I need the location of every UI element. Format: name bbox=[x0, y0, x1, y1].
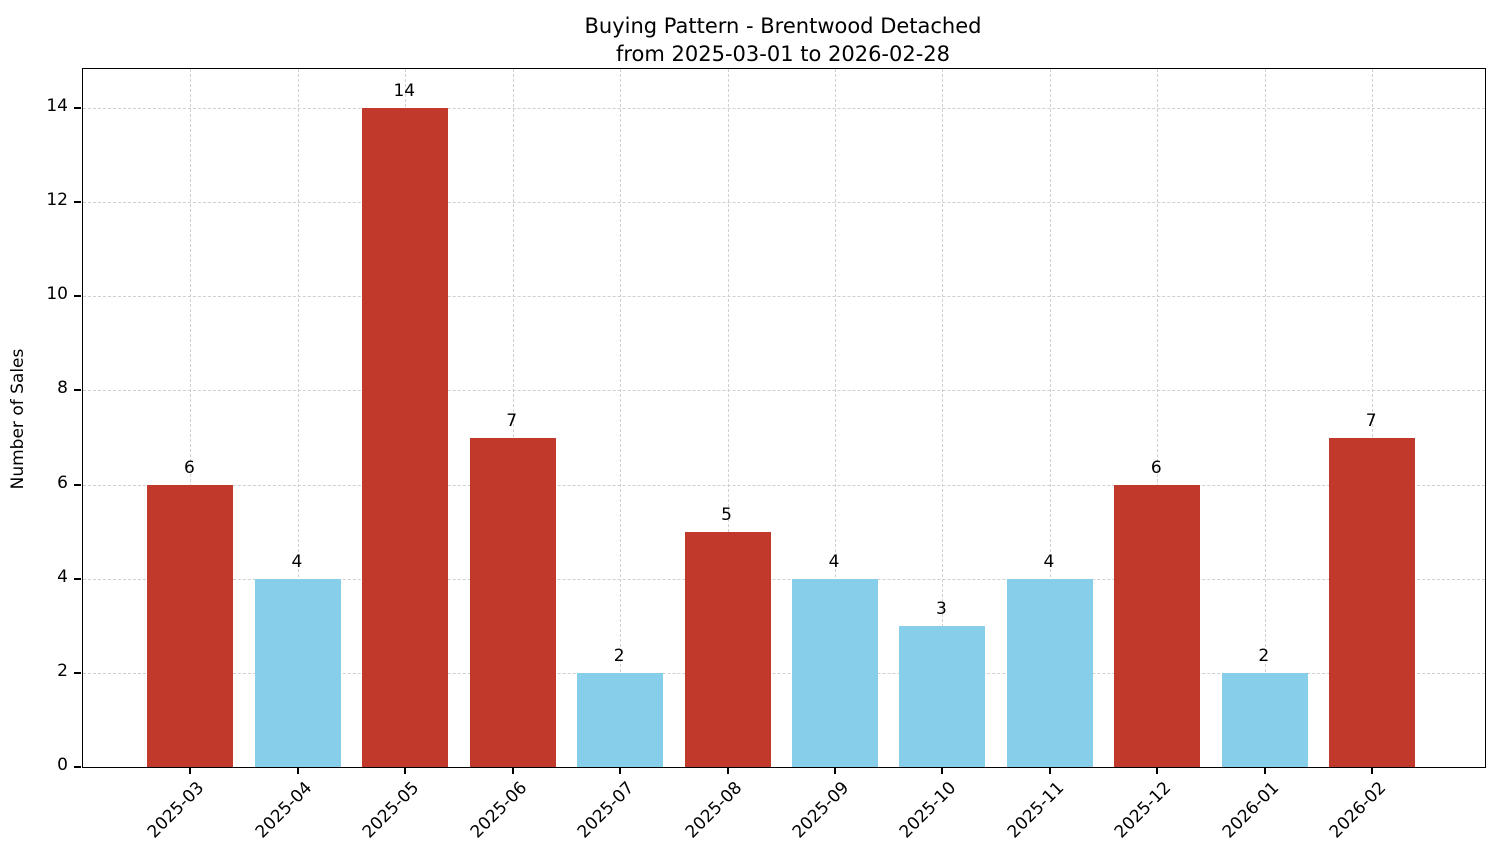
bar-2026-02 bbox=[1329, 437, 1416, 767]
x-tick-label-text: 2025-04 bbox=[251, 778, 317, 843]
horizontal-gridline bbox=[83, 108, 1485, 110]
y-tick-label: 0 bbox=[57, 755, 68, 775]
chart-title-line2: from 2025-03-01 to 2026-02-28 bbox=[615, 42, 951, 67]
horizontal-gridline bbox=[83, 202, 1485, 204]
x-tick-label-text: 2025-10 bbox=[896, 778, 961, 843]
y-tick-mark bbox=[74, 671, 81, 674]
y-tick-label: 14 bbox=[46, 96, 68, 117]
y-tick-mark bbox=[74, 295, 81, 298]
bar-2025-03 bbox=[147, 484, 234, 767]
x-tick-label-text: 2025-03 bbox=[144, 778, 209, 843]
chart-title: Buying Pattern - Brentwood Detached from… bbox=[83, 12, 1483, 69]
x-tick-mark bbox=[404, 767, 407, 774]
x-tick-mark bbox=[189, 767, 192, 774]
x-tick-mark bbox=[1371, 767, 1374, 774]
x-tick-label-text: 2026-02 bbox=[1325, 778, 1391, 843]
vertical-gridline bbox=[1372, 69, 1374, 767]
x-tick-label-text: 2025-09 bbox=[788, 778, 854, 843]
bar-value-label: 3 bbox=[936, 598, 947, 619]
y-tick-label: 6 bbox=[57, 472, 68, 493]
x-tick-label-text: 2025-08 bbox=[681, 778, 746, 843]
y-tick-mark bbox=[74, 766, 81, 768]
x-tick-mark bbox=[1048, 767, 1051, 774]
vertical-gridline bbox=[1049, 69, 1051, 767]
y-tick-mark bbox=[74, 483, 81, 486]
x-tick-mark bbox=[726, 767, 729, 774]
x-tick-mark bbox=[296, 767, 299, 774]
horizontal-gridline bbox=[83, 672, 1485, 674]
horizontal-gridline bbox=[83, 390, 1485, 392]
x-tick-mark bbox=[941, 767, 944, 774]
vertical-gridline bbox=[1157, 69, 1159, 767]
bar-value-label: 4 bbox=[1043, 551, 1055, 572]
x-tick-mark bbox=[1263, 767, 1266, 774]
bar-2025-12 bbox=[1114, 484, 1201, 767]
bar-value-label: 7 bbox=[506, 410, 518, 431]
horizontal-gridline bbox=[83, 484, 1485, 486]
x-tick-mark bbox=[619, 767, 622, 774]
y-tick-label: 8 bbox=[57, 378, 68, 399]
y-tick-label: 10 bbox=[46, 284, 68, 305]
bar-2025-11 bbox=[1006, 578, 1093, 767]
vertical-gridline bbox=[190, 69, 192, 767]
vertical-gridline bbox=[835, 69, 837, 767]
vertical-gridline bbox=[297, 69, 299, 767]
bar-2025-07 bbox=[577, 672, 664, 767]
x-tick-label-text: 2025-12 bbox=[1111, 778, 1176, 843]
vertical-gridline bbox=[942, 69, 944, 767]
y-tick-label: 4 bbox=[57, 566, 68, 587]
vertical-gridline bbox=[620, 69, 622, 767]
x-tick-label-text: 2025-11 bbox=[1003, 778, 1069, 843]
bar-value-label: 4 bbox=[291, 551, 303, 572]
bar-2025-06 bbox=[469, 437, 556, 767]
bar-2025-08 bbox=[684, 531, 771, 767]
x-tick-label-text: 2025-05 bbox=[359, 778, 424, 843]
x-tick-mark bbox=[511, 767, 514, 774]
x-tick-label-text: 2026-01 bbox=[1218, 778, 1283, 843]
x-tick-label-text: 2025-06 bbox=[466, 778, 531, 843]
bar-value-label: 14 bbox=[393, 81, 416, 102]
bar-2025-09 bbox=[792, 578, 878, 767]
bar-value-label: 6 bbox=[1150, 457, 1162, 478]
chart-title-line1: Buying Pattern - Brentwood Detached bbox=[584, 14, 982, 38]
bar-value-label: 5 bbox=[721, 504, 733, 525]
vertical-gridline bbox=[1264, 69, 1266, 767]
bar-value-label: 2 bbox=[1258, 645, 1270, 666]
bar-value-label: 4 bbox=[828, 551, 840, 572]
y-tick-mark bbox=[74, 201, 81, 204]
vertical-gridline bbox=[512, 69, 514, 767]
x-tick-mark bbox=[1156, 767, 1159, 774]
y-tick-mark bbox=[74, 389, 81, 392]
bar-value-label: 7 bbox=[1365, 410, 1377, 431]
x-tick-mark bbox=[834, 767, 837, 774]
y-tick-label: 12 bbox=[46, 190, 68, 211]
y-tick-label: 2 bbox=[57, 660, 68, 681]
vertical-gridline bbox=[727, 69, 729, 767]
bar-2025-05 bbox=[362, 108, 449, 767]
bar-2025-04 bbox=[254, 578, 341, 767]
bar-value-label: 6 bbox=[184, 457, 195, 478]
horizontal-gridline bbox=[83, 578, 1485, 580]
y-tick-mark bbox=[74, 577, 81, 580]
plot-area bbox=[82, 68, 1486, 768]
horizontal-gridline bbox=[83, 296, 1485, 298]
bar-2025-10 bbox=[899, 625, 986, 767]
x-tick-label-text: 2025-07 bbox=[573, 778, 639, 843]
bar-2026-01 bbox=[1221, 672, 1308, 767]
bar-value-label: 2 bbox=[613, 645, 625, 666]
y-tick-mark bbox=[74, 107, 81, 110]
